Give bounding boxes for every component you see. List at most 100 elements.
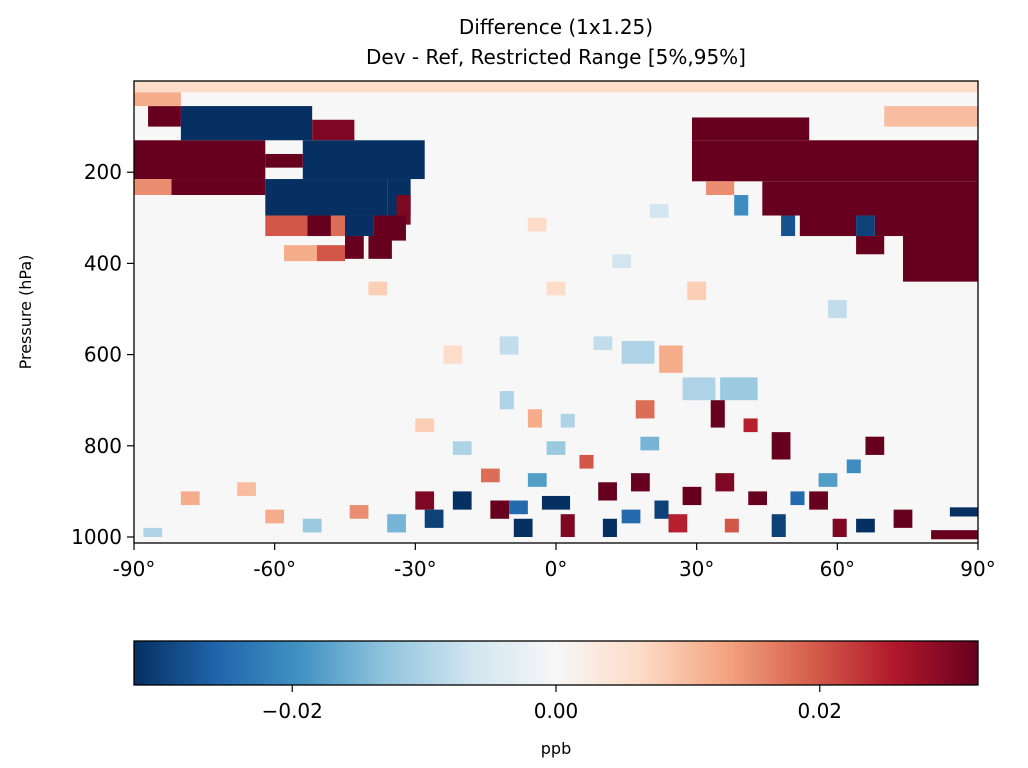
heatmap-cell <box>631 473 650 492</box>
heatmap-cell <box>490 500 510 519</box>
y-tick-label: 600 <box>84 343 122 367</box>
heatmap-cell <box>884 106 978 127</box>
heatmap-cell <box>621 509 641 524</box>
heatmap-cell <box>284 245 317 262</box>
heatmap-cell <box>649 204 669 218</box>
heatmap-cell <box>659 345 683 373</box>
heatmap-cell <box>654 500 669 519</box>
x-axis: -90° -60° -30° 0° 30° 60° 90° <box>113 543 996 581</box>
heatmap-cell <box>687 281 707 300</box>
heatmap-cell <box>602 518 617 537</box>
x-tick-label: -60° <box>253 557 296 581</box>
heatmap-cell <box>546 441 566 455</box>
heatmap-cell <box>134 179 172 195</box>
heatmap-cell <box>265 179 388 216</box>
heatmap-cell <box>265 509 285 524</box>
heatmap-cell <box>307 215 331 237</box>
heatmap-cell <box>635 400 655 419</box>
y-axis: 200 400 600 800 1000 <box>71 160 134 549</box>
heatmap-cell <box>237 482 256 496</box>
heatmap-cell <box>640 436 660 451</box>
heatmap-cell <box>387 514 406 533</box>
colorbar-tick-label: 0.00 <box>534 699 579 723</box>
heatmap-cell <box>345 236 364 259</box>
x-tick-label: 90° <box>960 557 995 581</box>
heatmap-cell <box>312 119 355 141</box>
heatmap-cell <box>368 236 392 259</box>
heatmap-cell <box>682 377 716 401</box>
heatmap-cells <box>134 81 978 540</box>
heatmap-cell <box>743 418 758 433</box>
x-tick-label: 60° <box>820 557 855 581</box>
heatmap-cell <box>180 491 200 506</box>
heatmap-cell <box>330 215 345 237</box>
heatmap-cell <box>593 336 613 351</box>
heatmap-cell <box>668 514 688 533</box>
heatmap-cell <box>621 340 655 364</box>
heatmap-cell <box>706 181 735 195</box>
heatmap-cell <box>560 413 575 428</box>
heatmap-cell <box>902 215 978 282</box>
plot-area <box>133 80 979 544</box>
heatmap-cell <box>443 345 463 364</box>
heatmap-cell <box>781 215 796 237</box>
heatmap-cell <box>827 299 847 319</box>
heatmap-cell <box>612 254 632 268</box>
x-tick-label: 0° <box>545 557 568 581</box>
heatmap-cell <box>513 518 533 537</box>
heatmap-cell <box>846 459 861 474</box>
heatmap-cell <box>799 215 857 237</box>
heatmap-cell <box>265 153 303 168</box>
heatmap-cell <box>349 505 369 519</box>
heatmap-cell <box>134 81 978 93</box>
heatmap-cell <box>809 491 828 510</box>
colorbar-bar <box>133 640 979 686</box>
y-tick-label: 800 <box>84 434 122 458</box>
heatmap-cell <box>856 215 875 237</box>
heatmap-cell <box>265 215 308 237</box>
colorbar-tick-label: 0.02 <box>797 699 842 723</box>
heatmap-cell <box>134 140 266 180</box>
heatmap-cell <box>856 236 885 255</box>
heatmap-cell <box>818 473 838 487</box>
y-tick-label: 1000 <box>71 525 122 549</box>
heatmap-cell <box>579 454 594 469</box>
heatmap-cell <box>546 281 566 296</box>
colorbar: −0.02 0.00 0.02 ppb <box>133 640 979 758</box>
heatmap-cell <box>682 486 702 506</box>
heatmap-cell <box>302 140 425 180</box>
heatmap-cell <box>316 245 345 262</box>
heatmap-cell <box>598 482 617 501</box>
heatmap-cell <box>541 495 571 510</box>
heatmap-cell <box>790 491 805 506</box>
heatmap-cell <box>527 473 547 487</box>
heatmap-cell <box>734 195 749 216</box>
heatmap-cell <box>715 473 735 492</box>
heatmap-cell <box>480 468 500 483</box>
y-tick-label: 400 <box>84 251 122 275</box>
heatmap-cell <box>424 509 444 528</box>
heatmap-cell <box>452 441 472 455</box>
y-tick-label: 200 <box>84 160 122 184</box>
x-tick-label: 30° <box>679 557 714 581</box>
heatmap-cell <box>691 117 810 141</box>
heatmap-cell <box>832 518 847 537</box>
heatmap-cell <box>134 90 181 107</box>
x-tick-label: -90° <box>113 557 156 581</box>
heatmap-cell <box>415 491 435 510</box>
colorbar-label: ppb <box>541 739 571 758</box>
heatmap-cell <box>148 106 181 127</box>
heatmap-cell <box>499 336 519 355</box>
heatmap-cell <box>856 518 875 533</box>
heatmap-cell <box>724 518 739 533</box>
heatmap-cell <box>949 507 978 517</box>
heatmap-cell <box>527 217 547 232</box>
chart-subtitle: Dev - Ref, Restricted Range [5%,95%] <box>366 45 746 69</box>
heatmap-cell <box>527 409 542 428</box>
heatmap-cell <box>691 140 978 182</box>
x-tick-label: -30° <box>394 557 437 581</box>
heatmap-cell <box>302 518 322 533</box>
colorbar-tick-label: −0.02 <box>262 699 323 723</box>
heatmap-cell <box>931 530 978 540</box>
heatmap-cell <box>762 181 978 216</box>
